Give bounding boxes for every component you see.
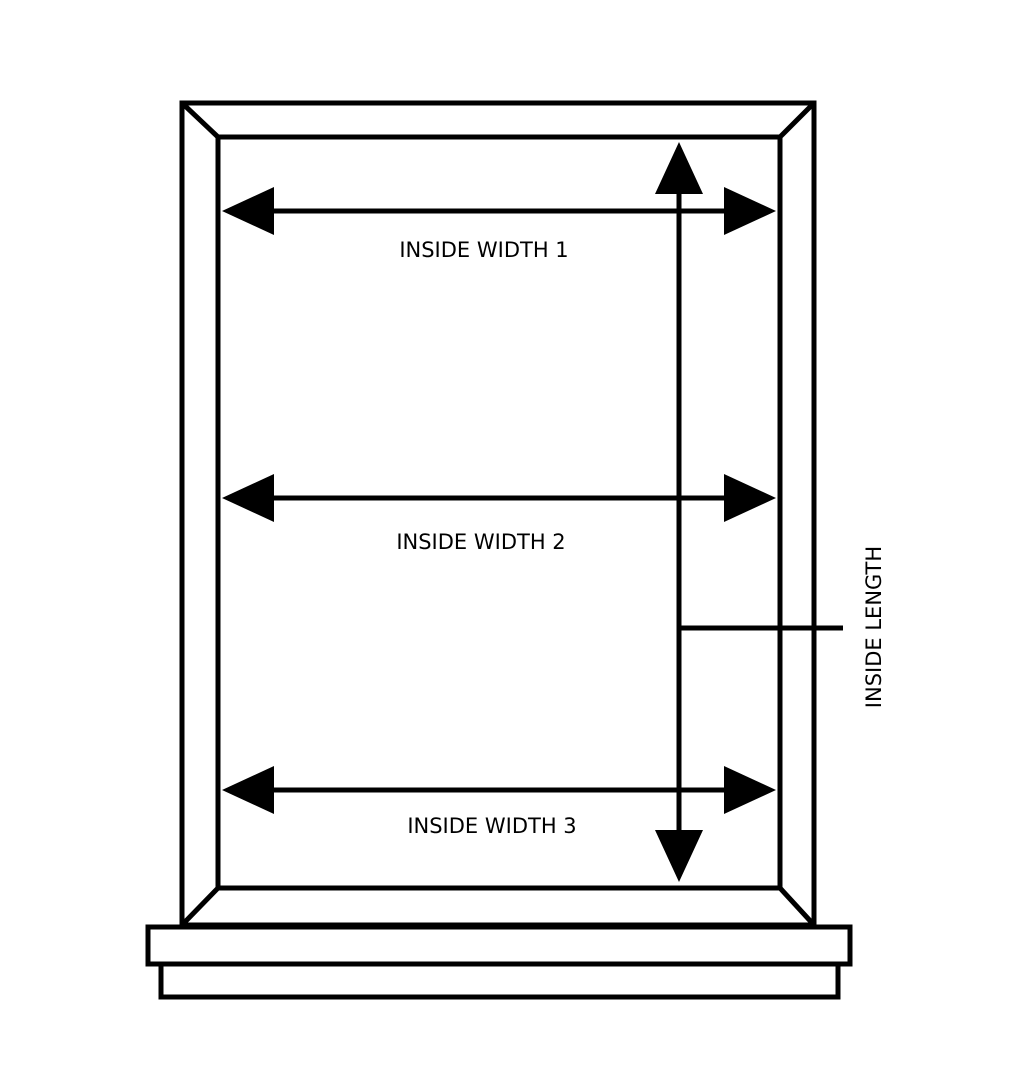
arrow-head-left <box>222 766 274 814</box>
inner-frame <box>215 134 783 891</box>
inside-length-label: INSIDE LENGTH <box>862 546 886 708</box>
inside-length-arrow <box>655 142 843 882</box>
arrow-head-right <box>724 766 776 814</box>
inside-width-3-arrow <box>222 766 776 814</box>
window-sill <box>145 924 853 1000</box>
arrow-head-bottom <box>655 830 703 882</box>
frame-corner-bottom-left <box>180 886 220 927</box>
inside-width-2-label: INSIDE WIDTH 2 <box>396 530 565 554</box>
frame-corner-top-left <box>180 101 220 139</box>
inside-width-1-arrow <box>222 187 776 235</box>
arrow-head-top <box>655 142 703 194</box>
frame-corner-bottom-right <box>778 886 816 927</box>
arrow-head-left <box>222 187 274 235</box>
sill-bottom <box>158 961 841 1000</box>
frame-corner-top-right <box>778 101 816 139</box>
arrow-head-left <box>222 474 274 522</box>
inside-width-3-label: INSIDE WIDTH 3 <box>407 814 576 838</box>
inside-width-1-label: INSIDE WIDTH 1 <box>399 238 568 262</box>
arrow-head-right <box>724 474 776 522</box>
outer-frame <box>179 100 817 928</box>
arrow-head-right <box>724 187 776 235</box>
sill-top <box>145 924 853 967</box>
inside-width-2-arrow <box>222 474 776 522</box>
window-frame <box>179 100 817 928</box>
